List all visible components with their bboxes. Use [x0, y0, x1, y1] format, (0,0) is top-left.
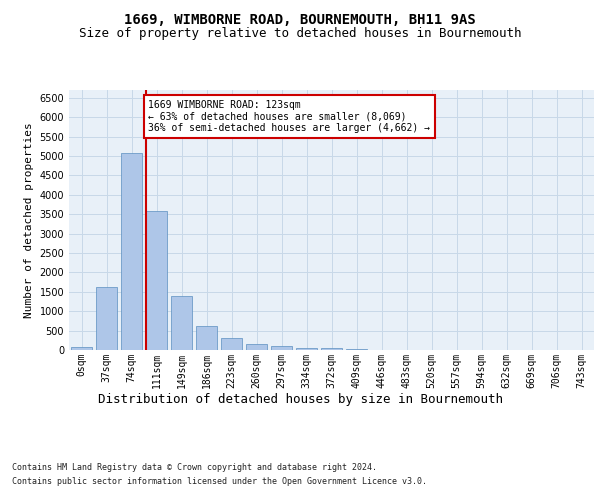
Bar: [246, 344, 267, 350]
Text: Contains public sector information licensed under the Open Government Licence v3: Contains public sector information licen…: [12, 478, 427, 486]
Y-axis label: Number of detached properties: Number of detached properties: [24, 122, 34, 318]
Text: Contains HM Land Registry data © Crown copyright and database right 2024.: Contains HM Land Registry data © Crown c…: [12, 462, 377, 471]
Bar: [71, 347, 92, 350]
Text: 1669, WIMBORNE ROAD, BOURNEMOUTH, BH11 9AS: 1669, WIMBORNE ROAD, BOURNEMOUTH, BH11 9…: [124, 12, 476, 26]
Bar: [196, 326, 217, 350]
Text: Distribution of detached houses by size in Bournemouth: Distribution of detached houses by size …: [97, 392, 503, 406]
Bar: [271, 346, 292, 350]
Bar: [96, 287, 117, 350]
Text: Size of property relative to detached houses in Bournemouth: Size of property relative to detached ho…: [79, 28, 521, 40]
Bar: [171, 296, 192, 350]
Bar: [146, 212, 167, 350]
Bar: [221, 338, 242, 350]
Bar: [121, 153, 142, 350]
Bar: [321, 348, 342, 350]
Bar: [346, 349, 367, 350]
Text: 1669 WIMBORNE ROAD: 123sqm
← 63% of detached houses are smaller (8,069)
36% of s: 1669 WIMBORNE ROAD: 123sqm ← 63% of deta…: [148, 100, 430, 133]
Bar: [296, 348, 317, 350]
